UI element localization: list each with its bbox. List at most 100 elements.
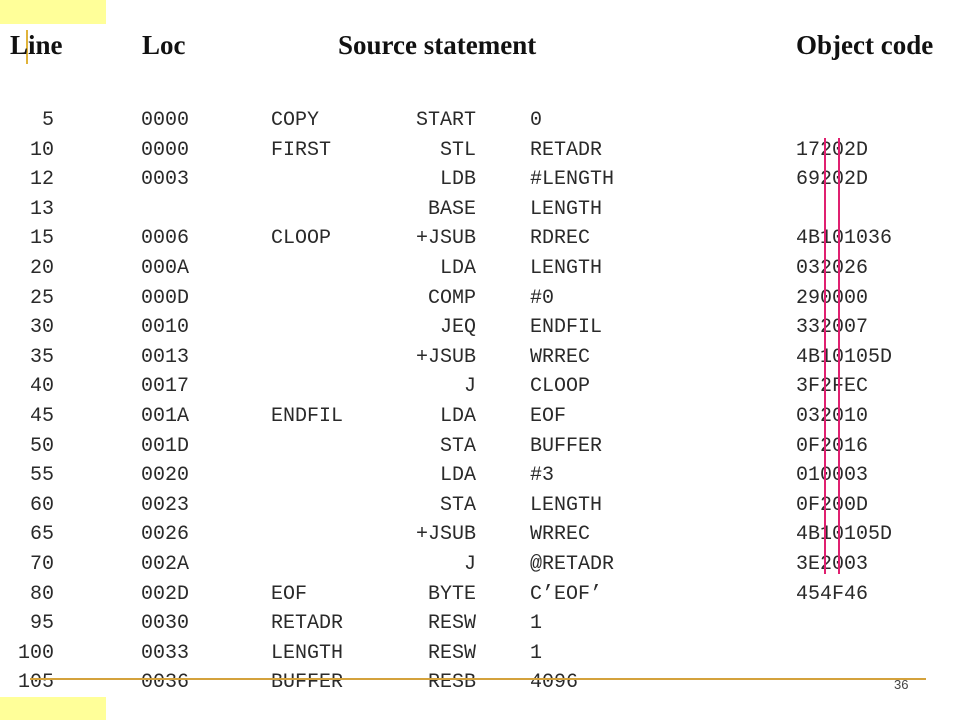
operand: 4096 [530, 671, 579, 695]
object-code: 4B10105D [796, 523, 893, 547]
line-number: 60 [29, 493, 54, 517]
location-counter: 0023 [141, 493, 190, 517]
object-code: 010003 [796, 464, 869, 488]
operand: WRREC [530, 523, 591, 547]
location-counter: 000D [141, 286, 190, 310]
line-number: 45 [29, 404, 54, 428]
listing-row: 13 BASE LENGTH [0, 195, 960, 225]
object-code: 3F2FEC [796, 375, 869, 399]
listing-row: 70 002A J @RETADR 3E2003 [0, 550, 960, 580]
listing-row: 15 0006 CLOOP +JSUB RDREC 4B101036 [0, 224, 960, 254]
location-counter: 0036 [141, 671, 190, 695]
line-number: 12 [29, 168, 54, 192]
line-number: 15 [29, 227, 54, 251]
object-code: 3E2003 [796, 552, 869, 576]
label: EOF [271, 582, 308, 606]
line-number: 95 [29, 612, 54, 636]
label: FIRST [271, 138, 332, 162]
opcode: BASE [427, 197, 476, 221]
object-code: 17202D [796, 138, 869, 162]
object-code: 332007 [796, 316, 869, 340]
operand: 0 [530, 109, 543, 132]
operand: @RETADR [530, 552, 615, 576]
object-code: 032010 [796, 404, 869, 428]
listing-row: 50 001D STA BUFFER 0F2016 [0, 432, 960, 462]
operand: #LENGTH [530, 168, 615, 192]
line-number: 10 [29, 138, 54, 162]
line-number: 80 [29, 582, 54, 606]
line-number: 30 [29, 316, 54, 340]
opcode: BYTE [427, 582, 476, 606]
listing-row: 30 0010 JEQ ENDFIL 332007 [0, 313, 960, 343]
accent-block-top [0, 0, 106, 24]
listing-row: 80 002D EOF BYTE C’EOF’ 454F46 [0, 580, 960, 610]
operand: CLOOP [530, 375, 591, 399]
operand: 1 [530, 641, 543, 665]
listing-row: 10 0000 FIRST STL RETADR 17202D [0, 136, 960, 166]
operand: RDREC [530, 227, 591, 251]
location-counter: 0033 [141, 641, 190, 665]
object-code: 4B10105D [796, 345, 893, 369]
listing-row: 65 0026 +JSUB WRREC 4B10105D [0, 520, 960, 550]
label: ENDFIL [271, 404, 344, 428]
operand: #0 [530, 286, 555, 310]
object-code: 69202D [796, 168, 869, 192]
opcode: LDA [439, 404, 476, 428]
opcode: +JSUB [415, 345, 476, 369]
listing-row: 95 0030 RETADR RESW 1 [0, 609, 960, 639]
accent-tick [26, 30, 28, 64]
page-number: 36 [894, 677, 909, 692]
line-number: 50 [29, 434, 54, 458]
object-code: 454F46 [796, 582, 869, 606]
location-counter: 0006 [141, 227, 190, 251]
footer-rule [30, 678, 926, 680]
operand: LENGTH [530, 493, 603, 517]
opcode: RESB [427, 671, 476, 695]
listing-row: 60 0023 STA LENGTH 0F200D [0, 491, 960, 521]
location-counter: 0013 [141, 345, 190, 369]
operand: EOF [530, 404, 567, 428]
opcode: LDA [439, 464, 476, 488]
operand: 1 [530, 612, 543, 636]
operand: ENDFIL [530, 316, 603, 340]
line-number: 13 [29, 197, 54, 221]
opcode: RESW [427, 612, 476, 636]
label: BUFFER [271, 671, 344, 695]
listing-row: 45 001A ENDFIL LDA EOF 032010 [0, 402, 960, 432]
listing-row: 55 0020 LDA #3 010003 [0, 461, 960, 491]
opcode: STA [439, 434, 476, 458]
opcode: J [463, 375, 476, 399]
location-counter: 0000 [141, 109, 190, 132]
location-counter: 0020 [141, 464, 190, 488]
listing-row: 100 0033 LENGTH RESW 1 [0, 639, 960, 669]
listing-row: 20 000A LDA LENGTH 032026 [0, 254, 960, 284]
header-object-code: Object code [796, 30, 934, 60]
line-number: 100 [17, 641, 54, 665]
line-number: 70 [29, 552, 54, 576]
line-number: 55 [29, 464, 54, 488]
listing-row: 35 0013 +JSUB WRREC 4B10105D [0, 343, 960, 373]
location-counter: 0030 [141, 612, 190, 636]
opcode: RESW [427, 641, 476, 665]
operand: WRREC [530, 345, 591, 369]
object-code: 0F200D [796, 493, 869, 517]
opcode: +JSUB [415, 227, 476, 251]
opcode: COMP [427, 286, 476, 310]
location-counter: 001A [141, 404, 190, 428]
listing-row: 40 0017 J CLOOP 3F2FEC [0, 372, 960, 402]
object-code: 032026 [796, 256, 869, 280]
opcode: STL [439, 138, 476, 162]
line-number: 40 [29, 375, 54, 399]
location-counter: 0017 [141, 375, 190, 399]
line-number: 5 [41, 109, 54, 132]
opcode: +JSUB [415, 523, 476, 547]
label: CLOOP [271, 227, 332, 251]
listing-row: 105 0036 BUFFER RESB 4096 [0, 668, 960, 698]
object-code: 4B101036 [796, 227, 893, 251]
opcode: START [415, 109, 476, 132]
location-counter: 001D [141, 434, 190, 458]
opcode: JEQ [439, 316, 476, 340]
location-counter: 002A [141, 552, 190, 576]
object-code: 0F2016 [796, 434, 869, 458]
location-counter: 000A [141, 256, 190, 280]
